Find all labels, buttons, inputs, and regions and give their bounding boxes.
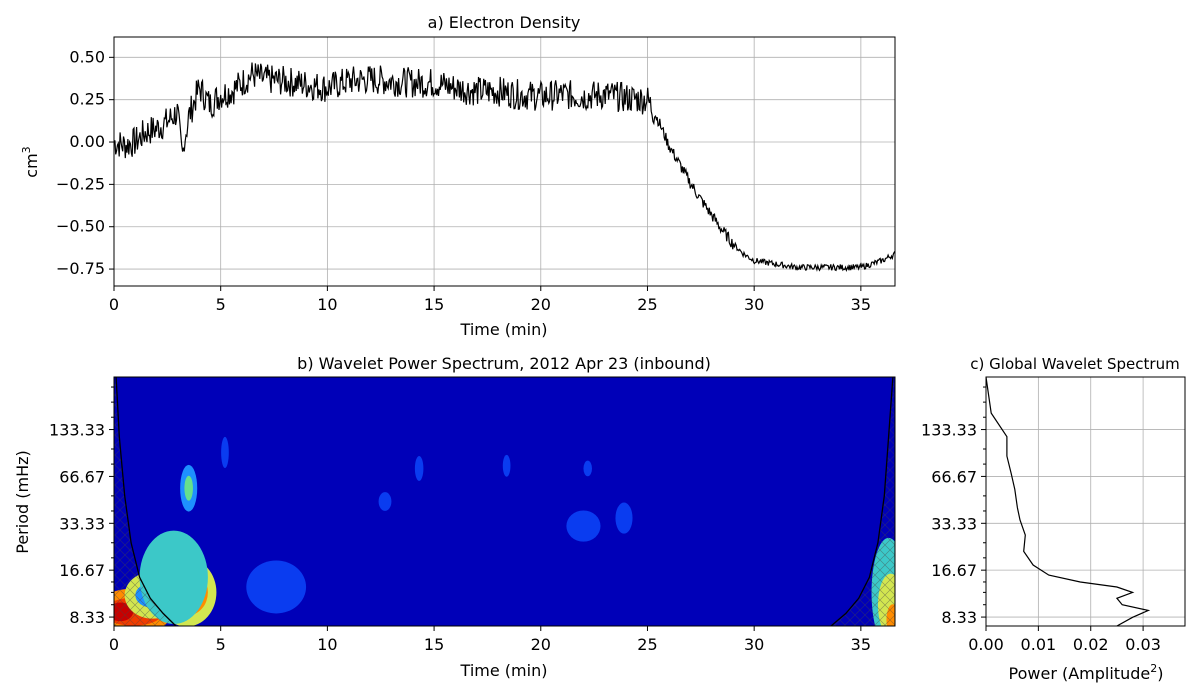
panel-a-x-tick-label: 30	[744, 295, 764, 314]
panel-b-y-axis-title: Period (mHz)	[13, 450, 32, 553]
panel-b-x-tick-label: 10	[317, 635, 337, 654]
wavelet-power-contour	[583, 460, 592, 477]
panel-a-frame	[113, 36, 896, 287]
panel-c-y-tick-label: 8.33	[941, 608, 977, 627]
panel-c-y-tick-label: 66.67	[931, 467, 977, 486]
wavelet-power-contour	[246, 560, 307, 614]
panel-b-x-tick-label: 5	[216, 635, 226, 654]
panel-c-title: c) Global Wavelet Spectrum	[970, 355, 1179, 373]
wavelet-power-background	[114, 377, 895, 626]
wavelet-power-contour	[566, 510, 601, 542]
panel-c-x-ticks: 0.00 0.01 0.02 0.03	[968, 626, 1161, 654]
panel-a-y-tick-label: −0.75	[56, 259, 105, 278]
panel-a-x-tick-label: 35	[851, 295, 871, 314]
cone-of-influence-right	[830, 377, 894, 626]
panel-a-x-ticks: 0 5 10 15 20 25 30 35	[109, 286, 871, 314]
panel-a-y-tick-label: 0.00	[69, 132, 105, 151]
panel-b-y-ticks: 133.33 66.67 33.33 16.67 8.33	[49, 386, 114, 627]
electron-density-line	[113, 62, 896, 273]
panel-a-grid	[113, 37, 895, 286]
panel-a-x-tick-label: 15	[424, 295, 444, 314]
panel-a-electron-density: a) Electron Density 0 5 10 15 20 25 30 35 0.500…	[20, 13, 896, 339]
panel-b-x-tick-label: 30	[744, 635, 764, 654]
panel-c-x-tick-label: 0.00	[968, 635, 1004, 654]
panel-c-x-axis-suffix: )	[1157, 664, 1163, 683]
panel-c-grid	[985, 377, 1185, 626]
panel-a-y-tick-label: 0.25	[69, 90, 105, 109]
wavelet-power-contour	[414, 455, 424, 481]
panel-b-wavelet-power-spectrum: b) Wavelet Power Spectrum, 2012 Apr 23 (…	[13, 354, 896, 680]
panel-a-x-axis-title: Time (min)	[460, 320, 548, 339]
panel-b-x-tick-label: 35	[851, 635, 871, 654]
panel-a-y-axis-unit-exponent: 3	[20, 146, 33, 153]
cone-of-influence-right-hatch	[831, 377, 895, 626]
panel-b-y-tick-label: 8.33	[69, 608, 105, 627]
cone-of-influence-left	[115, 377, 177, 626]
panel-b-x-tick-label: 20	[531, 635, 551, 654]
panel-b-y-tick-label: 33.33	[59, 514, 105, 533]
panel-c-x-tick-label: 0.01	[1021, 635, 1057, 654]
panel-c-global-wavelet-spectrum: c) Global Wavelet Spectrum 0.00 0.01 0.02 0…	[921, 355, 1186, 683]
panel-a-x-tick-label: 25	[637, 295, 657, 314]
panel-b-x-ticks: 0 5 10 15 20 25 30 35	[109, 626, 871, 654]
panel-c-x-tick-label: 0.03	[1125, 635, 1161, 654]
panel-c-y-ticks: 133.33 66.67 33.33 16.67 8.33	[921, 386, 986, 627]
wavelet-power-contour	[378, 492, 392, 511]
wavelet-power-contour	[221, 436, 229, 469]
panel-a-x-tick-label: 0	[109, 295, 119, 314]
panel-b-title: b) Wavelet Power Spectrum, 2012 Apr 23 (…	[297, 354, 711, 373]
panel-b-x-tick-label: 0	[109, 635, 119, 654]
panel-b-x-axis-title: Time (min)	[460, 661, 548, 680]
panel-c-x-axis-label: Power (Amplitude	[1009, 664, 1151, 683]
panel-c-x-tick-label: 0.02	[1073, 635, 1109, 654]
cone-of-influence-left-hatch	[114, 377, 176, 626]
panel-c-y-tick-label: 16.67	[931, 561, 977, 580]
panel-b-x-tick-label: 15	[424, 635, 444, 654]
panel-a-y-axis-title: cm3	[20, 146, 41, 177]
panel-c-y-tick-label: 33.33	[931, 514, 977, 533]
panel-a-title: a) Electron Density	[428, 13, 581, 32]
wavelet-power-contour	[502, 454, 511, 477]
panel-c-x-axis-title: Power (Amplitude2)	[1009, 662, 1164, 683]
wavelet-power-contour	[615, 502, 633, 534]
panel-a-x-tick-label: 10	[317, 295, 337, 314]
panel-c-x-axis-exponent: 2	[1150, 662, 1157, 675]
global-wavelet-spectrum-line	[986, 377, 1151, 626]
panel-b-y-tick-label: 16.67	[59, 561, 105, 580]
panel-a-y-ticks: 0.50 0.25 0.00 −0.25 −0.50 −0.75	[56, 47, 114, 278]
panel-a-x-tick-label: 5	[216, 295, 226, 314]
wavelet-power-contour	[184, 475, 193, 501]
panel-a-x-tick-label: 20	[531, 295, 551, 314]
panel-a-y-axis-unit: cm	[22, 153, 41, 177]
panel-c-y-tick-label: 133.33	[921, 421, 977, 440]
panel-b-x-tick-label: 25	[637, 635, 657, 654]
wavelet-power-contour	[139, 530, 208, 625]
panel-a-y-tick-label: −0.50	[56, 217, 105, 236]
panel-a-y-tick-label: 0.50	[69, 47, 105, 66]
panel-b-y-tick-label: 66.67	[59, 467, 105, 486]
panel-c-frame	[985, 376, 1186, 627]
panel-b-frame	[113, 376, 896, 627]
panel-a-y-tick-label: −0.25	[56, 174, 105, 193]
panel-b-y-tick-label: 133.33	[49, 421, 105, 440]
